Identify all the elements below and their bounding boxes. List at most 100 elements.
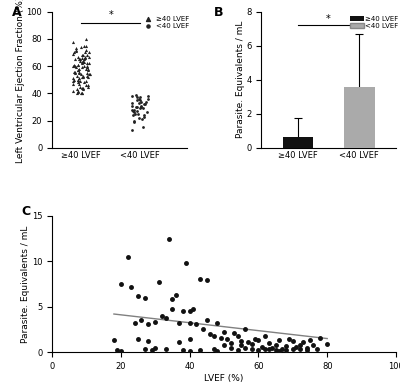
Point — [138, 104, 144, 110]
Point — [296, 346, 303, 353]
Point — [118, 348, 124, 354]
Point — [77, 56, 84, 62]
Point — [72, 68, 79, 75]
Point — [80, 74, 86, 80]
Text: *: * — [326, 14, 331, 24]
Point — [76, 56, 82, 62]
Point — [71, 50, 77, 56]
Point — [186, 308, 193, 314]
Point — [136, 115, 143, 121]
Point — [169, 305, 176, 312]
Point — [75, 87, 81, 94]
Point — [145, 321, 152, 327]
Point — [200, 326, 206, 332]
Point — [86, 53, 92, 60]
Point — [79, 74, 85, 80]
Point — [314, 346, 320, 352]
Point — [145, 93, 152, 99]
Point — [152, 319, 158, 325]
Point — [79, 64, 85, 70]
Point — [74, 86, 80, 92]
Point — [72, 48, 79, 54]
Point — [272, 342, 279, 348]
Text: C: C — [21, 205, 30, 218]
Point — [75, 77, 82, 83]
Point — [76, 66, 82, 72]
Point — [293, 344, 300, 350]
Point — [86, 71, 92, 77]
Point — [135, 293, 141, 299]
Point — [145, 96, 152, 102]
Point — [77, 84, 83, 90]
Point — [71, 63, 78, 69]
Point — [245, 339, 251, 345]
Point — [76, 68, 83, 75]
Point — [138, 116, 145, 122]
Point — [190, 305, 196, 312]
Point — [85, 82, 91, 88]
Point — [176, 339, 182, 345]
Point — [248, 346, 255, 353]
Point — [197, 347, 203, 353]
Point — [84, 63, 90, 69]
Point — [75, 67, 82, 73]
Legend: ≥40 LVEF, <40 LVEF: ≥40 LVEF, <40 LVEF — [349, 15, 399, 30]
Point — [78, 60, 85, 67]
Point — [74, 90, 80, 96]
Point — [135, 336, 141, 342]
Point — [214, 348, 220, 354]
Point — [137, 105, 143, 111]
Point — [129, 106, 135, 113]
Point — [84, 66, 91, 72]
Point — [70, 78, 76, 84]
Point — [78, 52, 85, 58]
Point — [176, 320, 182, 326]
Point — [276, 337, 282, 343]
Point — [81, 50, 88, 56]
Point — [324, 341, 330, 347]
Text: B: B — [214, 6, 223, 19]
Point — [142, 346, 148, 353]
Point — [75, 77, 81, 83]
Point — [77, 58, 83, 64]
Point — [221, 329, 227, 335]
Point — [85, 74, 92, 80]
Point — [83, 47, 89, 53]
Text: *: * — [108, 10, 113, 20]
Point — [75, 79, 81, 86]
Point — [197, 276, 203, 282]
Point — [217, 334, 224, 341]
Point — [129, 93, 136, 99]
Point — [70, 81, 76, 87]
Point — [131, 119, 138, 125]
Point — [193, 321, 200, 327]
Point — [83, 82, 89, 88]
Point — [85, 60, 92, 67]
Point — [80, 79, 87, 86]
Point — [82, 43, 89, 49]
Point — [130, 108, 136, 114]
Point — [234, 347, 241, 353]
Point — [129, 100, 136, 106]
Text: A: A — [12, 6, 21, 19]
Point — [81, 56, 88, 62]
Point — [276, 348, 282, 354]
Point — [279, 346, 286, 352]
Point — [131, 320, 138, 326]
Point — [78, 90, 84, 96]
Point — [82, 53, 88, 60]
Point — [173, 292, 179, 298]
Point — [224, 336, 231, 342]
Point — [221, 342, 227, 348]
Point — [310, 342, 317, 348]
Point — [84, 52, 90, 58]
Point — [80, 58, 86, 64]
Point — [266, 340, 272, 346]
Point — [129, 103, 135, 109]
Point — [76, 81, 82, 87]
Point — [130, 118, 137, 124]
Point — [80, 86, 86, 92]
Point — [70, 87, 76, 94]
Point — [128, 284, 134, 290]
Point — [78, 59, 85, 65]
